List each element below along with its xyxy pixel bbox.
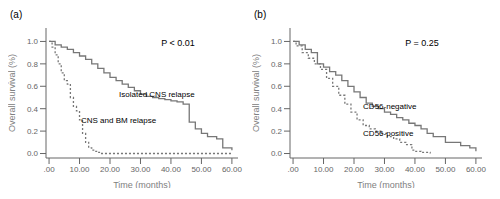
svg-text:0.6: 0.6 [271, 82, 283, 91]
svg-text:Overall survival (%): Overall survival (%) [8, 54, 17, 132]
svg-text:Isolated CNS relapse: Isolated CNS relapse [119, 90, 195, 99]
svg-text:50.00: 50.00 [435, 165, 456, 174]
svg-text:CD56-negative: CD56-negative [363, 102, 417, 111]
svg-text:30.00: 30.00 [374, 165, 395, 174]
html-text:(b): (b) [254, 9, 267, 20]
svg-text:60.00: 60.00 [222, 165, 243, 174]
svg-text:0.8: 0.8 [271, 60, 283, 69]
svg-text:Time (months): Time (months) [357, 180, 415, 188]
svg-text:10.00: 10.00 [70, 165, 91, 174]
html-text:(a): (a) [10, 9, 23, 20]
svg-text:30.00: 30.00 [130, 165, 151, 174]
svg-text:.00: .00 [287, 165, 299, 174]
svg-text:40.00: 40.00 [405, 165, 426, 174]
svg-text:0.4: 0.4 [27, 105, 39, 114]
svg-text:Overall survival (%): Overall survival (%) [252, 54, 261, 132]
svg-text:50.00: 50.00 [191, 165, 212, 174]
svg-text:0.0: 0.0 [27, 149, 39, 158]
svg-text:0.0: 0.0 [271, 149, 283, 158]
svg-text:10.00: 10.00 [314, 165, 335, 174]
svg-text:0.2: 0.2 [27, 127, 39, 136]
svg-text:Time (months): Time (months) [113, 180, 171, 188]
svg-text:20.00: 20.00 [100, 165, 121, 174]
svg-text:1.0: 1.0 [27, 37, 39, 46]
svg-text:1.0: 1.0 [271, 37, 283, 46]
svg-text:60.00: 60.00 [466, 165, 487, 174]
html-text:P < 0.01: P < 0.01 [161, 38, 195, 49]
svg-text:0.8: 0.8 [27, 60, 39, 69]
svg-text:0.2: 0.2 [271, 127, 283, 136]
svg-text:.00: .00 [43, 165, 55, 174]
svg-text:CNS and BM relapse: CNS and BM relapse [81, 116, 157, 125]
svg-text:20.00: 20.00 [344, 165, 365, 174]
svg-text:0.6: 0.6 [27, 82, 39, 91]
svg-text:40.00: 40.00 [161, 165, 182, 174]
svg-text:0.4: 0.4 [271, 105, 283, 114]
svg-text:CD56-positive: CD56-positive [363, 129, 414, 138]
html-text:P = 0.25: P = 0.25 [405, 38, 439, 49]
